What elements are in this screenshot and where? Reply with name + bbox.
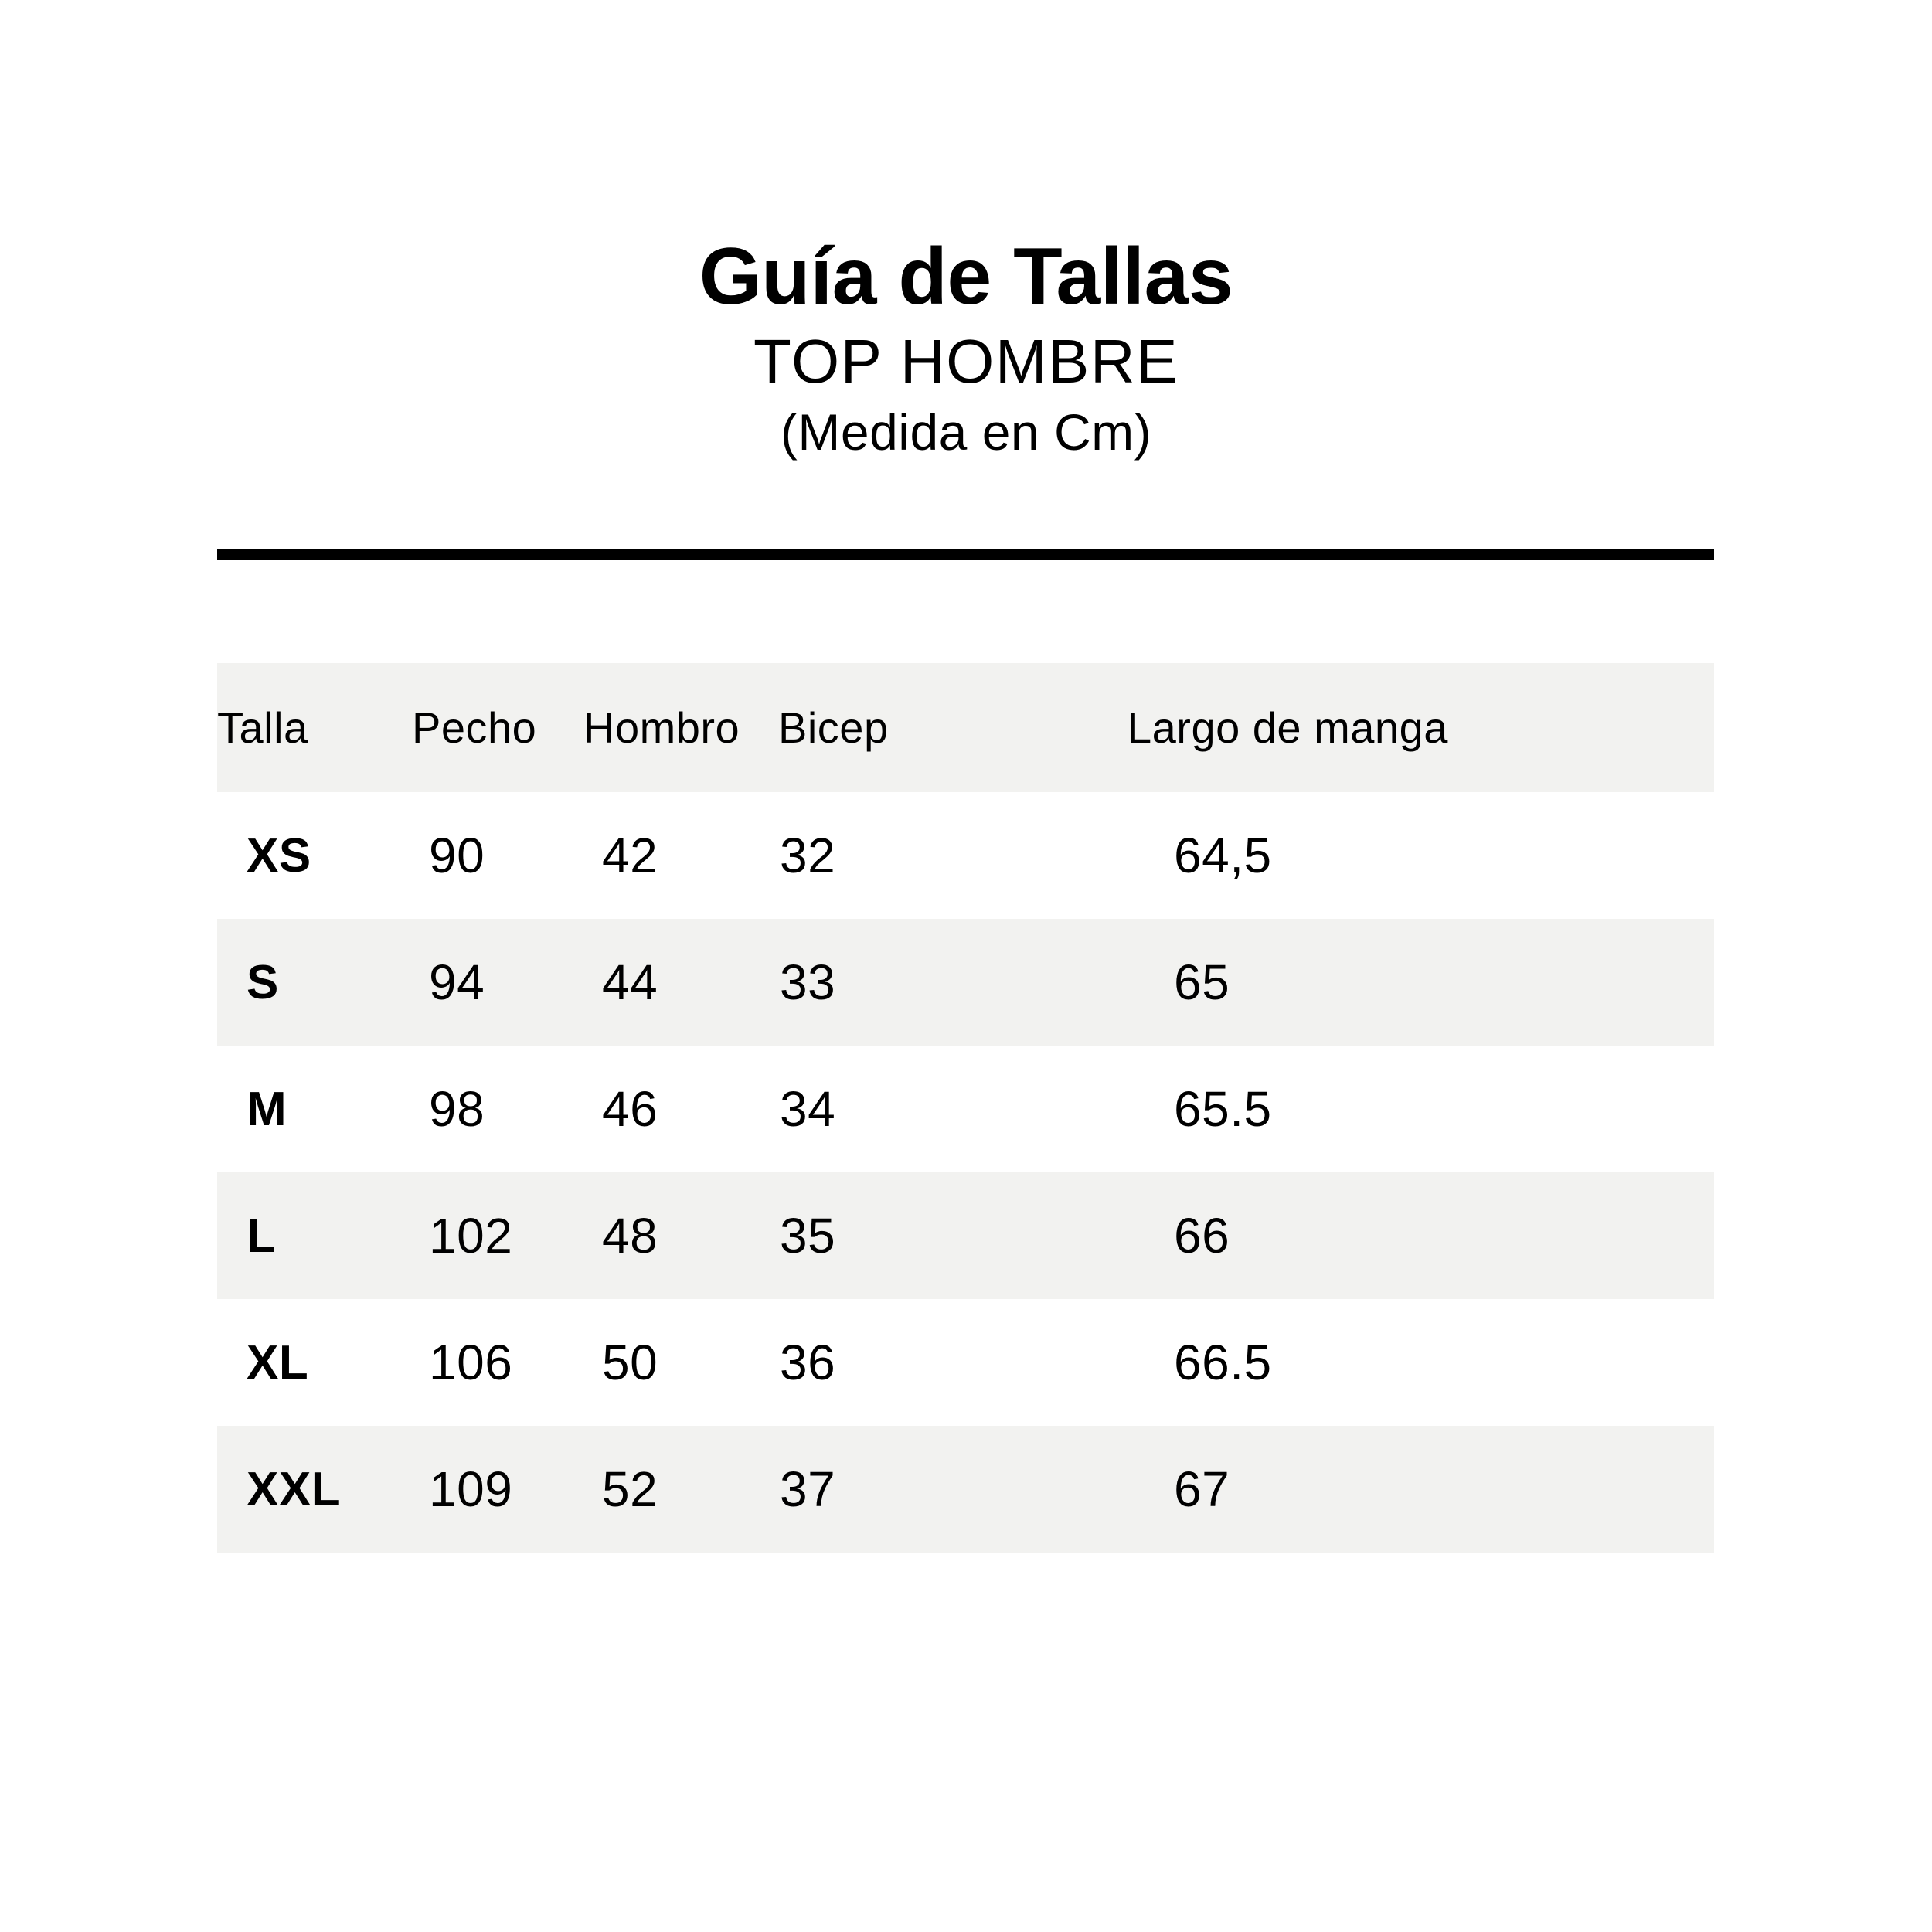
cell-hombro: 48 (602, 1208, 658, 1264)
cell-largo: 65 (1174, 954, 1230, 1010)
table-row: L 102 48 35 66 (217, 1172, 1714, 1299)
cell-hombro: 42 (602, 828, 658, 883)
cell-bicep: 35 (780, 1208, 836, 1264)
cell-talla: XXL (247, 1462, 342, 1516)
cell-hombro: 46 (602, 1081, 658, 1137)
size-chart-table: Talla Pecho Hombro Bicep Largo de manga … (217, 663, 1714, 1553)
cell-largo: 64,5 (1174, 828, 1272, 883)
table-row: M 98 46 34 65.5 (217, 1046, 1714, 1172)
cell-bicep: 37 (780, 1461, 836, 1517)
cell-pecho: 94 (429, 954, 485, 1010)
section-divider-rule (217, 549, 1714, 560)
cell-hombro: 52 (602, 1461, 658, 1517)
cell-talla: XL (247, 1335, 309, 1389)
cell-bicep: 34 (780, 1081, 836, 1137)
page-subtitle: TOP HOMBRE (753, 327, 1179, 396)
cell-talla: M (247, 1082, 287, 1136)
measurement-unit-note: (Medida en Cm) (780, 403, 1152, 461)
cell-pecho: 98 (429, 1081, 485, 1137)
table-row: XL 106 50 36 66.5 (217, 1299, 1714, 1426)
cell-pecho: 106 (429, 1335, 513, 1390)
table-header: Talla Pecho Hombro Bicep Largo de manga (217, 663, 1714, 792)
table-row: XXL 109 52 37 67 (217, 1426, 1714, 1553)
column-header-pecho: Pecho (412, 703, 537, 752)
cell-talla: S (247, 955, 279, 1009)
table-header-row: Talla Pecho Hombro Bicep Largo de manga (217, 663, 1714, 792)
cell-hombro: 50 (602, 1335, 658, 1390)
cell-pecho: 109 (429, 1461, 513, 1517)
column-header-hombro: Hombro (583, 703, 740, 752)
cell-hombro: 44 (602, 954, 658, 1010)
page-title: Guía de Tallas (699, 232, 1233, 321)
table-row: S 94 44 33 65 (217, 919, 1714, 1046)
cell-bicep: 33 (780, 954, 836, 1010)
column-header-largo-de-manga: Largo de manga (1128, 703, 1448, 752)
table-row: XS 90 42 32 64,5 (217, 792, 1714, 919)
cell-talla: L (247, 1209, 277, 1263)
column-header-bicep: Bicep (778, 703, 889, 752)
cell-pecho: 102 (429, 1208, 513, 1264)
cell-largo: 67 (1174, 1461, 1230, 1517)
table-body: XS 90 42 32 64,5 S 94 44 33 65 M 98 46 3… (217, 792, 1714, 1553)
cell-largo: 66.5 (1174, 1335, 1272, 1390)
cell-bicep: 36 (780, 1335, 836, 1390)
cell-largo: 66 (1174, 1208, 1230, 1264)
cell-talla: XS (247, 828, 311, 883)
cell-bicep: 32 (780, 828, 836, 883)
column-header-talla: Talla (217, 703, 308, 752)
heading-block: Guía de Tallas TOP HOMBRE (Medida en Cm) (0, 232, 1932, 462)
cell-largo: 65.5 (1174, 1081, 1272, 1137)
cell-pecho: 90 (429, 828, 485, 883)
